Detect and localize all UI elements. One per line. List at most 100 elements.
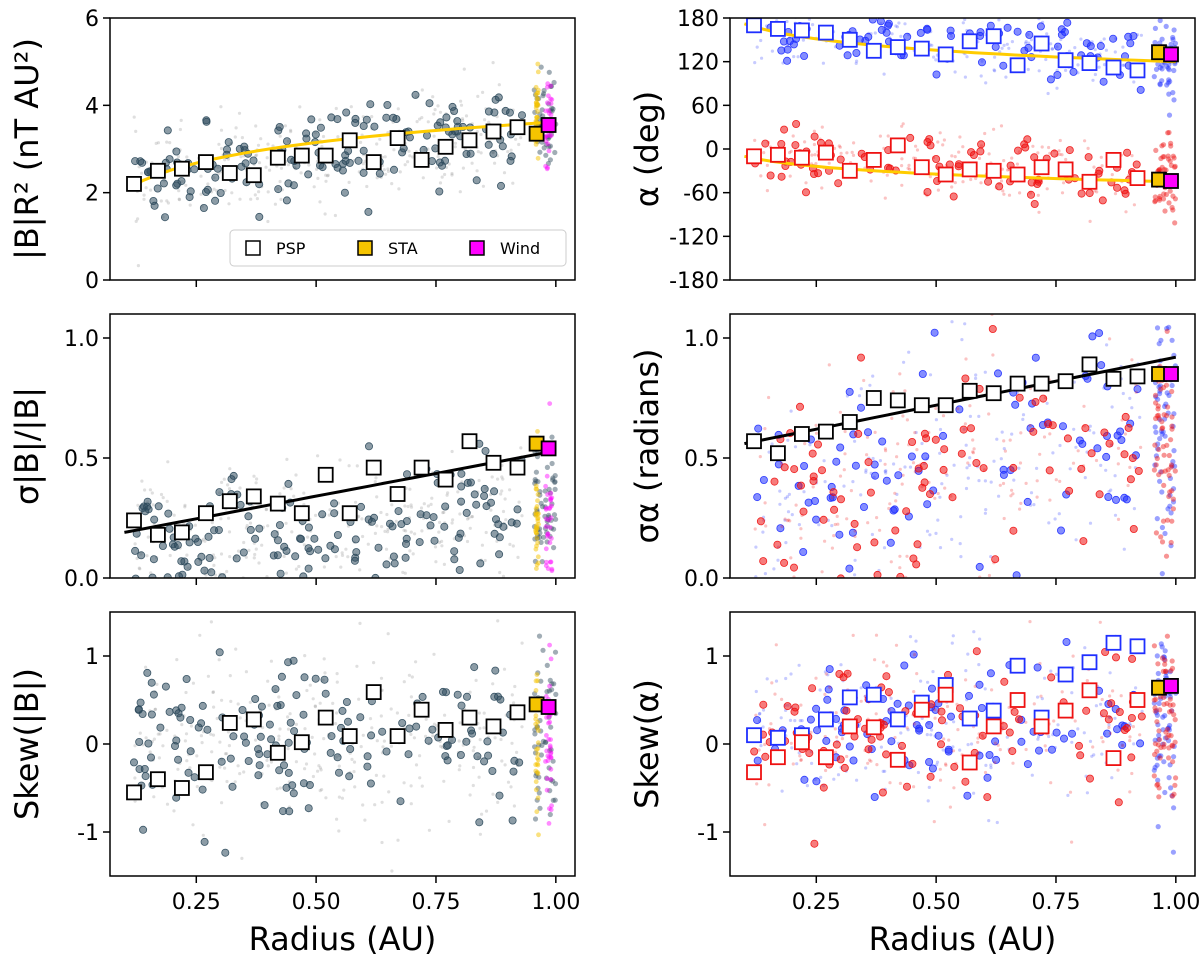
- cloud-point: [1152, 737, 1158, 743]
- cloud-point: [1156, 341, 1162, 347]
- cloud-point: [965, 691, 974, 700]
- cloud-point: [995, 820, 999, 825]
- cloud-point: [386, 169, 390, 173]
- cloud-point: [502, 171, 507, 175]
- cloud-point: [915, 148, 920, 152]
- cloud-point: [900, 183, 904, 187]
- cloud-point: [406, 504, 410, 509]
- cloud-point: [808, 443, 812, 447]
- wind-point: [548, 755, 554, 761]
- wind-point: [545, 165, 550, 171]
- cloud-point: [833, 522, 837, 527]
- cloud-point: [901, 122, 905, 126]
- cloud-point: [1126, 39, 1135, 48]
- cloud-point: [501, 574, 506, 578]
- cloud-point: [176, 155, 180, 159]
- cloud-point: [429, 502, 433, 506]
- cloud-point: [826, 673, 830, 677]
- cloud-point: [969, 177, 973, 182]
- cloud-point: [292, 494, 296, 498]
- sta-point: [535, 755, 540, 761]
- cloud-point: [277, 734, 281, 738]
- cloud-point: [458, 764, 462, 768]
- cloud-point: [923, 24, 932, 33]
- cloud-point: [547, 490, 553, 496]
- cloud-point: [833, 750, 838, 754]
- cloud-point: [762, 151, 766, 155]
- cloud-point: [190, 165, 199, 174]
- cloud-point: [433, 108, 437, 112]
- cloud-point: [426, 504, 430, 508]
- cloud-point: [1169, 337, 1175, 343]
- cloud-point: [1049, 42, 1053, 46]
- cloud-point: [1159, 419, 1165, 425]
- cloud-point: [311, 774, 315, 779]
- marker-psp: [770, 20, 786, 37]
- cloud-point: [390, 182, 394, 186]
- y-tick-label: 1: [705, 645, 719, 670]
- cloud-point: [311, 697, 315, 701]
- cloud-point: [1154, 455, 1160, 462]
- cloud-point: [1028, 424, 1032, 428]
- sta-point: [533, 787, 539, 793]
- cloud-point: [1124, 423, 1133, 432]
- cloud-point: [1154, 748, 1160, 754]
- cloud-point: [849, 756, 858, 765]
- cloud-point: [758, 455, 762, 459]
- cloud-point: [1161, 741, 1167, 747]
- marker-psp: [389, 486, 406, 502]
- cloud-point: [857, 149, 866, 158]
- cloud-point: [303, 727, 307, 731]
- cloud-point: [551, 545, 557, 551]
- cloud-point: [1002, 447, 1006, 451]
- cloud-point: [541, 87, 547, 94]
- cloud-point: [1168, 510, 1174, 516]
- cloud-point: [366, 100, 375, 109]
- cloud-point: [538, 752, 545, 758]
- cloud-point: [959, 555, 963, 559]
- cloud-point: [273, 202, 277, 206]
- cloud-point: [470, 663, 479, 672]
- cloud-point: [165, 707, 174, 716]
- cloud-point: [831, 579, 834, 582]
- cloud-point: [1045, 187, 1049, 191]
- fit-line-1: [744, 154, 1176, 184]
- cloud-point: [205, 554, 214, 563]
- cloud-point: [498, 570, 502, 575]
- cloud-point: [153, 184, 162, 193]
- cloud-point: [499, 522, 508, 531]
- cloud-point: [1171, 411, 1177, 417]
- marker-psp: [889, 137, 906, 154]
- cloud-point: [1091, 745, 1095, 749]
- cloud-point: [760, 56, 764, 60]
- cloud-point: [373, 803, 377, 807]
- cloud-point: [894, 643, 899, 647]
- cloud-point: [277, 672, 286, 681]
- cloud-point: [145, 554, 149, 558]
- cloud-point: [549, 108, 555, 114]
- cloud-point: [799, 527, 803, 531]
- cloud-point: [1172, 196, 1178, 202]
- cloud-point: [763, 427, 767, 431]
- cloud-point: [153, 707, 157, 712]
- cloud-point: [168, 540, 177, 549]
- cloud-point: [1156, 732, 1162, 738]
- cloud-point: [1073, 719, 1077, 723]
- cloud-point: [1002, 43, 1006, 48]
- cloud-point: [1169, 423, 1175, 429]
- cloud-point: [289, 789, 298, 798]
- cloud-point: [971, 438, 975, 442]
- cloud-point: [1169, 708, 1175, 714]
- cloud-point: [926, 490, 935, 499]
- cloud-point: [925, 721, 934, 730]
- cloud-point: [133, 744, 137, 748]
- cloud-point: [874, 633, 879, 637]
- cloud-point: [1169, 426, 1175, 432]
- cloud-point: [299, 171, 303, 175]
- y-tick-label: 0.5: [64, 447, 99, 472]
- cloud-point: [1058, 479, 1062, 483]
- cloud-point: [541, 145, 547, 151]
- cloud-point: [1166, 725, 1172, 731]
- cloud-point: [1155, 403, 1161, 409]
- cloud-point: [1036, 22, 1045, 31]
